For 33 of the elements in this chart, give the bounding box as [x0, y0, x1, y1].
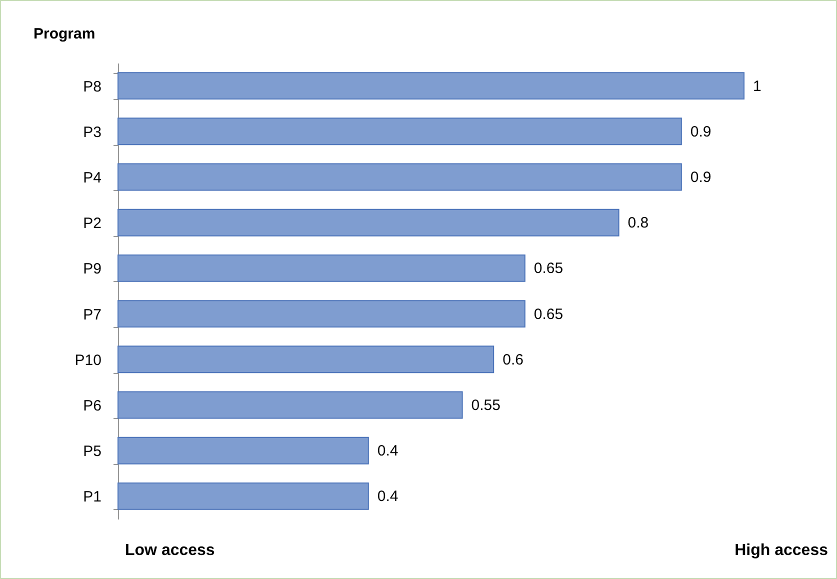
bar: [118, 118, 682, 146]
y-tick-label: P9: [83, 260, 102, 278]
bar: [118, 254, 526, 282]
y-tick-label: P10: [74, 352, 102, 369]
y-tick-label: P2: [83, 215, 102, 232]
data-label: 0.65: [534, 306, 564, 323]
data-label: 0.9: [690, 123, 712, 140]
bar: [118, 208, 620, 236]
data-label: 0.55: [471, 397, 501, 414]
y-tick-label: P6: [83, 398, 102, 414]
y-tick-label: P7: [83, 306, 102, 324]
y-tick-label: P3: [83, 124, 102, 141]
data-label: 0.8: [628, 214, 649, 232]
y-tick-label: P8: [83, 78, 102, 96]
data-label: 1: [753, 78, 762, 95]
y-tick-label: P1: [83, 488, 102, 506]
data-label: 0.4: [377, 488, 398, 506]
data-label: 0.4: [377, 442, 398, 460]
text: Low access: [125, 542, 215, 560]
y-tick-label: P5: [83, 443, 102, 460]
text: High access: [734, 542, 828, 560]
bar: [118, 346, 494, 374]
y-axis-title: Program: [34, 26, 96, 42]
bar: [118, 482, 369, 510]
data-label: 0.6: [502, 351, 524, 368]
data-label: 0.65: [534, 260, 564, 278]
bar: [118, 300, 526, 328]
bar: [118, 436, 369, 464]
y-tick-label: P4: [83, 170, 102, 186]
bar: [118, 391, 463, 419]
data-label: 0.9: [690, 169, 712, 186]
bar: [118, 72, 744, 100]
bar: [118, 163, 682, 191]
